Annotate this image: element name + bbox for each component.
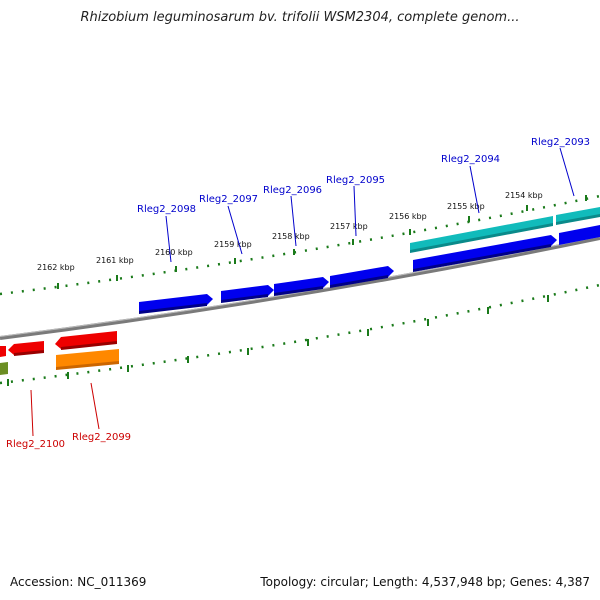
gene-feature-red[interactable] xyxy=(0,346,6,357)
ruler-label: 2160 kbp xyxy=(155,248,193,257)
gene-feature-blue-shadow xyxy=(413,244,551,272)
blue-gene-track xyxy=(139,225,600,314)
gene-label[interactable]: Rleg2_2098 xyxy=(137,204,196,215)
red-gene-track xyxy=(0,331,117,357)
ruler-label: 2162 kbp xyxy=(37,263,75,272)
ruler-label: 2158 kbp xyxy=(272,232,310,241)
gene-feature-cyan[interactable] xyxy=(410,216,553,252)
gene-feature-red-shadow xyxy=(61,341,117,350)
gene-feature-cyan-shadow xyxy=(410,223,553,253)
gene-feature-olive[interactable] xyxy=(0,362,8,375)
gene-feature-blue-shadow xyxy=(139,303,207,314)
gene-feature-blue-shadow xyxy=(330,275,388,288)
ruler-label: 2159 kbp xyxy=(214,240,252,249)
gene-label[interactable]: Rleg2_2096 xyxy=(263,185,322,196)
reverse-leaders xyxy=(30,382,100,437)
gene-label[interactable]: Rleg2_2099 xyxy=(72,432,131,443)
ruler-label: 2155 kbp xyxy=(447,202,485,211)
gene-label[interactable]: Rleg2_2100 xyxy=(6,439,65,450)
gene-feature-blue-shadow xyxy=(274,286,323,296)
ruler-label: 2154 kbp xyxy=(505,191,543,200)
gene-feature-blue[interactable] xyxy=(330,266,394,287)
gene-feature-cyan[interactable] xyxy=(556,207,600,224)
gene-feature-blue-shadow xyxy=(221,294,268,303)
gene-label[interactable]: Rleg2_2097 xyxy=(199,194,258,205)
cyan-gene-track xyxy=(410,207,600,253)
gene-feature-blue[interactable] xyxy=(274,277,329,295)
gene-label[interactable]: Rleg2_2093 xyxy=(531,137,590,148)
forward-leaders xyxy=(165,147,575,263)
lower-major-ticks xyxy=(7,295,549,386)
accession-text: Accession: NC_011369 xyxy=(10,575,147,589)
genome-backbone xyxy=(0,236,600,340)
ruler-label: 2156 kbp xyxy=(389,212,427,221)
gene-feature-orange-shadow xyxy=(56,361,119,370)
gene-feature-blue[interactable] xyxy=(221,285,274,302)
upper-major-ticks xyxy=(57,195,587,289)
genome-summary-text: Topology: circular; Length: 4,537,948 bp… xyxy=(260,575,590,589)
gene-feature-red-shadow xyxy=(14,350,44,356)
gene-label[interactable]: Rleg2_2094 xyxy=(441,154,500,165)
gene-feature-cyan-shadow xyxy=(556,214,600,225)
gene-feature-blue[interactable] xyxy=(139,294,213,313)
ruler-label: 2157 kbp xyxy=(330,222,368,231)
gene-label[interactable]: Rleg2_2095 xyxy=(326,175,385,186)
gene-feature-blue[interactable] xyxy=(559,225,600,245)
ruler-label: 2161 kbp xyxy=(96,256,134,265)
gene-feature-blue[interactable] xyxy=(413,235,557,271)
genome-backbone-highlight xyxy=(0,236,600,337)
map-title: Rhizobium leguminosarum bv. trifolii WSM… xyxy=(80,10,520,25)
